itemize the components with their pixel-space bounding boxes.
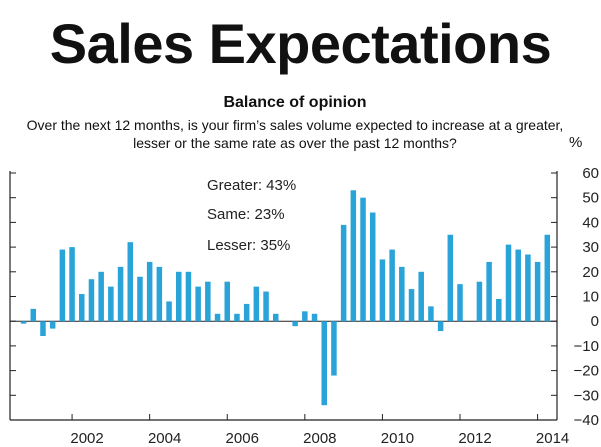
bar [205, 281, 211, 322]
x-tick-label: 2008 [303, 430, 336, 447]
bar [457, 284, 463, 322]
chart-subtitle: Over the next 12 months, is your firm’s … [0, 116, 590, 152]
bar [331, 321, 337, 376]
bar [137, 276, 143, 322]
chart-annotation: Greater: 43% [207, 177, 296, 194]
bar [40, 321, 46, 337]
bar [534, 261, 541, 322]
bar [408, 289, 415, 322]
bar [340, 224, 347, 322]
y-tick-label: −30 [574, 387, 599, 404]
bar [369, 212, 376, 322]
bar [49, 321, 56, 329]
x-tick-label: 2002 [70, 430, 103, 447]
bar [505, 244, 512, 322]
bar [79, 294, 85, 322]
chart-subtitle-line-1: Over the next 12 months, is your firm’s … [26, 117, 564, 133]
y-tick-label: 40 [582, 214, 599, 231]
bar [496, 298, 502, 322]
bar [243, 303, 250, 322]
bar [350, 190, 357, 322]
y-tick-label: 10 [582, 289, 599, 306]
bar [272, 313, 279, 322]
bar [447, 234, 454, 322]
bar [195, 286, 201, 322]
bar [311, 313, 318, 322]
chart-annotation: Lesser: 35% [207, 237, 290, 254]
x-tick-label: 2014 [536, 430, 569, 447]
bar [69, 247, 75, 322]
bar [515, 249, 521, 322]
bar [88, 279, 95, 322]
y-tick-label: 20 [582, 264, 599, 281]
bar [321, 321, 327, 406]
bar [525, 254, 531, 322]
bar [302, 311, 308, 322]
bar [117, 266, 124, 322]
bar [185, 271, 192, 322]
chart-subtitle-line-2: lesser or the same rate as over the past… [133, 135, 457, 151]
bar [166, 301, 172, 322]
x-tick-label: 2006 [226, 430, 259, 447]
y-tick-label: −40 [574, 412, 599, 429]
y-tick-label: 60 [582, 165, 599, 182]
bar [253, 286, 260, 322]
y-tick-label: 0 [591, 313, 599, 330]
x-tick-label: 2012 [458, 430, 491, 447]
bar [30, 308, 37, 322]
bar [263, 291, 269, 322]
y-tick-label: 30 [582, 239, 599, 256]
y-tick-label: −20 [574, 363, 599, 380]
bar [146, 261, 153, 322]
bar [214, 313, 221, 322]
bar [176, 271, 182, 322]
bar [437, 321, 444, 332]
bar [20, 321, 27, 324]
bar [292, 321, 298, 327]
bar [389, 249, 395, 322]
bar [59, 249, 66, 322]
bar [360, 197, 366, 322]
bar [399, 266, 405, 322]
y-tick-label: −10 [574, 338, 599, 355]
bar [476, 281, 483, 322]
y-tick-label: 50 [582, 190, 599, 207]
bar [156, 266, 163, 322]
bar [127, 242, 134, 322]
bar [108, 286, 114, 322]
page-title: Sales Expectations [49, 12, 552, 75]
bar [224, 281, 230, 322]
bar [428, 306, 434, 322]
y-axis-unit-label: % [569, 134, 583, 151]
bar [234, 313, 240, 322]
bar [486, 261, 492, 322]
chart-annotation: Same: 23% [207, 206, 285, 223]
x-tick-label: 2004 [148, 430, 181, 447]
x-tick-label: 2010 [381, 430, 414, 447]
chart-title: Balance of opinion [223, 94, 367, 111]
bar [544, 234, 551, 322]
bar [418, 271, 424, 322]
bar [379, 259, 386, 322]
bar [98, 271, 104, 322]
